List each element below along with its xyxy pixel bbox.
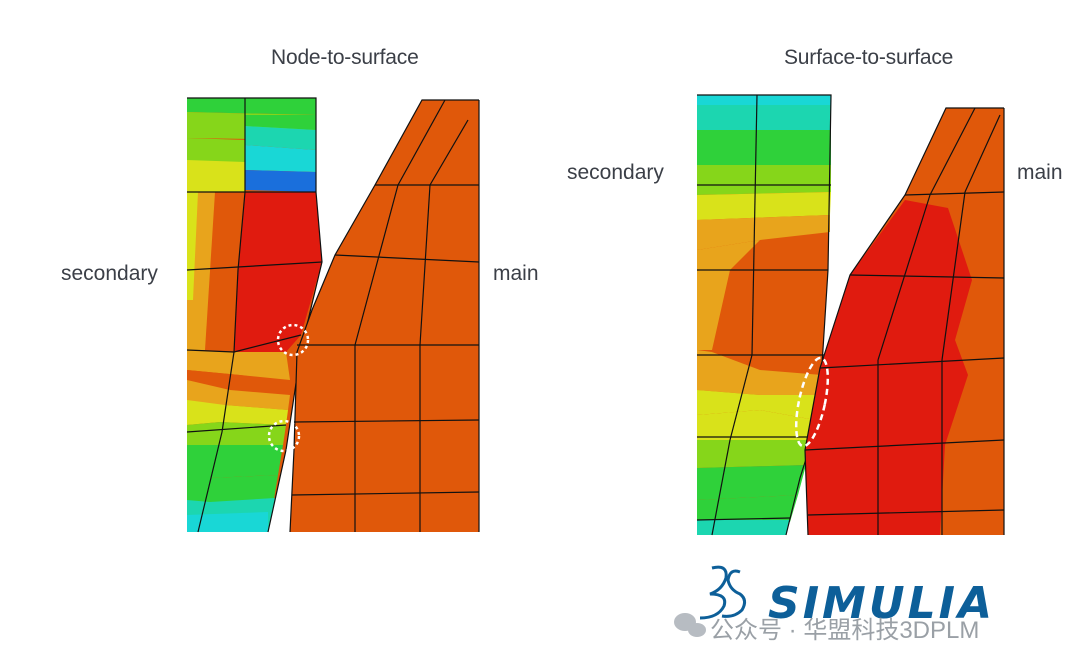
surface-to-surface-model (696, 94, 1005, 536)
contact-highlight-circle (276, 323, 310, 357)
left-panel-title: Node-to-surface (271, 46, 419, 69)
right-secondary-label: secondary (567, 161, 664, 184)
right-main-body (804, 107, 1005, 536)
wechat-icon (674, 613, 706, 637)
right-main-label: main (1017, 161, 1063, 184)
simulia-logo-text: SIMULIA (768, 578, 996, 629)
right-panel-title: Surface-to-surface (784, 46, 954, 69)
left-main-label: main (493, 262, 539, 285)
contact-highlight-ellipse (794, 356, 830, 448)
watermark-text: 公众号 · 华盟科技3DPLM (710, 617, 980, 644)
left-secondary-body (186, 97, 323, 533)
3ds-logo-icon (699, 565, 747, 620)
node-to-surface-model (186, 97, 480, 533)
left-main-body (289, 99, 480, 533)
right-secondary-body (696, 94, 832, 536)
left-secondary-label: secondary (61, 262, 158, 285)
contact-highlight-circle (267, 419, 301, 453)
